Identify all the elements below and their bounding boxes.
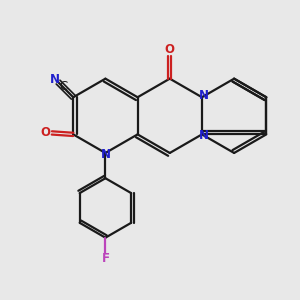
Text: N: N bbox=[198, 89, 208, 102]
Text: F: F bbox=[101, 252, 110, 265]
Text: N: N bbox=[50, 73, 59, 85]
Text: N: N bbox=[198, 129, 208, 142]
Text: N: N bbox=[100, 148, 110, 161]
Text: O: O bbox=[165, 43, 175, 56]
Text: O: O bbox=[40, 126, 50, 140]
Text: C: C bbox=[59, 80, 68, 93]
